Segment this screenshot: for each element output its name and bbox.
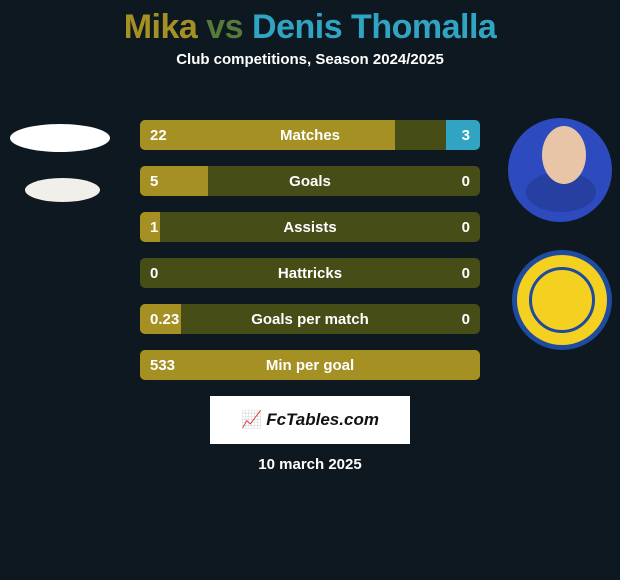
stat-row: 1Assists0 bbox=[140, 212, 480, 242]
chart-icon: 📈 bbox=[241, 410, 262, 430]
attribution-badge: 📈 FcTables.com bbox=[210, 396, 410, 444]
player2-club-badge bbox=[512, 250, 612, 350]
vs-text: vs bbox=[206, 8, 252, 46]
left-value: 0 bbox=[140, 265, 202, 282]
stat-label: Assists bbox=[202, 219, 418, 236]
right-value: 3 bbox=[418, 127, 480, 144]
player2-name: Denis Thomalla bbox=[252, 8, 496, 46]
left-value: 5 bbox=[140, 173, 202, 190]
player1-avatar bbox=[10, 118, 110, 218]
stat-row: 5Goals0 bbox=[140, 166, 480, 196]
left-value: 1 bbox=[140, 219, 202, 236]
stat-rows: 22Matches35Goals01Assists00Hattricks00.2… bbox=[140, 120, 480, 396]
right-value: 0 bbox=[418, 265, 480, 282]
stat-label: Goals bbox=[202, 173, 418, 190]
stat-row: 0.23Goals per match0 bbox=[140, 304, 480, 334]
stat-row: 22Matches3 bbox=[140, 120, 480, 150]
right-value: 0 bbox=[418, 219, 480, 236]
stat-label: Min per goal bbox=[202, 357, 418, 374]
left-value: 22 bbox=[140, 127, 202, 144]
player1-name: Mika bbox=[124, 8, 198, 46]
player2-avatar bbox=[508, 118, 612, 222]
stat-row: 533Min per goal bbox=[140, 350, 480, 380]
stat-label: Hattricks bbox=[202, 265, 418, 282]
right-value: 0 bbox=[418, 173, 480, 190]
stat-row: 0Hattricks0 bbox=[140, 258, 480, 288]
comparison-title: Mika vs Denis Thomalla bbox=[0, 0, 620, 47]
date-text: 10 march 2025 bbox=[0, 456, 620, 473]
stat-label: Goals per match bbox=[202, 311, 418, 328]
stat-label: Matches bbox=[202, 127, 418, 144]
subtitle: Club competitions, Season 2024/2025 bbox=[0, 51, 620, 68]
attribution-text: FcTables.com bbox=[266, 410, 379, 430]
left-value: 533 bbox=[140, 357, 202, 374]
right-value: 0 bbox=[418, 311, 480, 328]
left-value: 0.23 bbox=[140, 311, 202, 328]
